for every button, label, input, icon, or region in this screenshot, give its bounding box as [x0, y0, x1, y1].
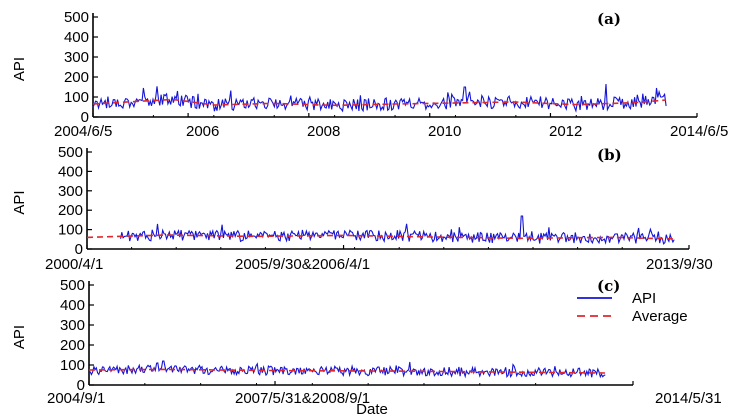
y-tick-label: 0 [81, 109, 89, 126]
legend-api-label: API [632, 290, 656, 307]
average-series-line [86, 234, 675, 240]
x-tick-label: 2004/6/5 [54, 123, 112, 140]
y-tick-label: 200 [60, 337, 85, 354]
y-axis-label: API [11, 325, 28, 349]
y-tick-label: 400 [60, 297, 85, 314]
y-tick-label: 500 [60, 277, 85, 294]
panel-b: 0 100 200 300 400 500 API 2000/4/1 2005/9/30&200… [11, 144, 713, 273]
x-tick-label: 2014/6/5 [670, 123, 728, 140]
y-axis-label: API [11, 57, 28, 81]
y-tick-label: 300 [58, 183, 83, 200]
average-series-line [88, 368, 606, 374]
y-tick-label: 100 [64, 89, 89, 106]
x-tick-label: 2005/9/30&2006/4/1 [235, 256, 370, 273]
x-tick-label: 2007/5/31&2008/9/1 [235, 390, 370, 407]
legend-average-label: Average [632, 308, 688, 325]
y-tick-label: 0 [77, 377, 85, 394]
x-tick-label: 2008 [307, 123, 340, 140]
panel-c: 0 100 200 300 400 500 API 2004/9/1 2007/5/31&200… [11, 277, 722, 407]
x-tick-label: 2013/9/30 [646, 256, 713, 273]
panel-tag: (a) [597, 10, 621, 28]
y-tick-label: 200 [64, 69, 89, 86]
y-axis-label: API [11, 190, 28, 214]
y-tick-label: 100 [60, 357, 85, 374]
panel-tag: (c) [597, 277, 620, 295]
x-tick-label: 2014/5/31 [655, 390, 722, 407]
average-series-line [92, 98, 667, 107]
panel-tag: (b) [597, 146, 622, 164]
y-tick-label: 200 [58, 202, 83, 219]
y-tick-label: 100 [58, 222, 83, 239]
x-tick-label: 2010 [428, 123, 461, 140]
x-tick-label: 2006 [186, 123, 219, 140]
y-tick-label: 300 [60, 317, 85, 334]
api-series-line [88, 360, 606, 379]
y-tick-label: 300 [64, 49, 89, 66]
api-series-line [92, 83, 667, 113]
y-tick-label: 0 [75, 241, 83, 258]
x-tick-label: 2004/9/1 [47, 390, 105, 407]
y-tick-label: 500 [64, 9, 89, 26]
api-series-line [120, 215, 675, 245]
x-axis-label: Date [356, 401, 388, 416]
y-tick-label: 400 [58, 163, 83, 180]
y-tick-label: 500 [58, 144, 83, 161]
x-tick-label: 2012 [549, 123, 582, 140]
x-tick-label: 2000/4/1 [45, 256, 103, 273]
panel-a: 0 100 200 300 400 500 API 2004/6/5 2006 2008 2010 2… [11, 9, 728, 140]
y-tick-label: 400 [64, 29, 89, 46]
